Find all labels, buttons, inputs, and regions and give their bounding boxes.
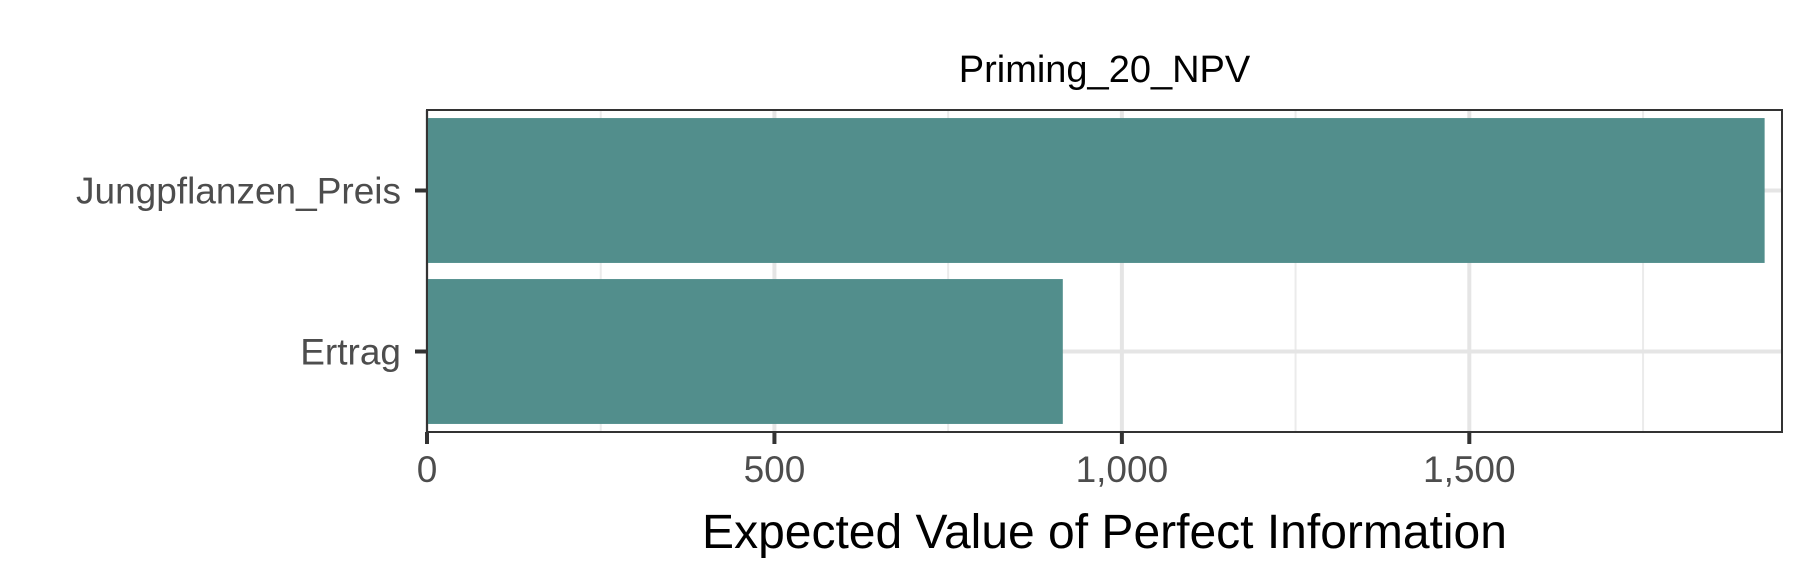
bar-jungpflanzen-preis	[427, 118, 1765, 263]
plot-panel-border	[426, 109, 1783, 433]
bar-ertrag	[427, 279, 1063, 424]
y-tick-label: Ertrag	[300, 332, 401, 373]
x-tick-label: 1,000	[1076, 449, 1169, 490]
x-tick-label: 500	[744, 449, 806, 490]
x-tick-label: 0	[417, 449, 438, 490]
x-tick-label: 1,500	[1423, 449, 1516, 490]
bars	[427, 118, 1765, 424]
y-axis: Jungpflanzen_Preis Ertrag	[76, 171, 427, 373]
x-axis-label: Expected Value of Perfect Information	[702, 506, 1507, 559]
chart-title: Priming_20_NPV	[959, 49, 1251, 91]
x-axis: 0 500 1,000 1,500	[417, 432, 1516, 490]
y-tick-label: Jungpflanzen_Preis	[76, 171, 401, 212]
